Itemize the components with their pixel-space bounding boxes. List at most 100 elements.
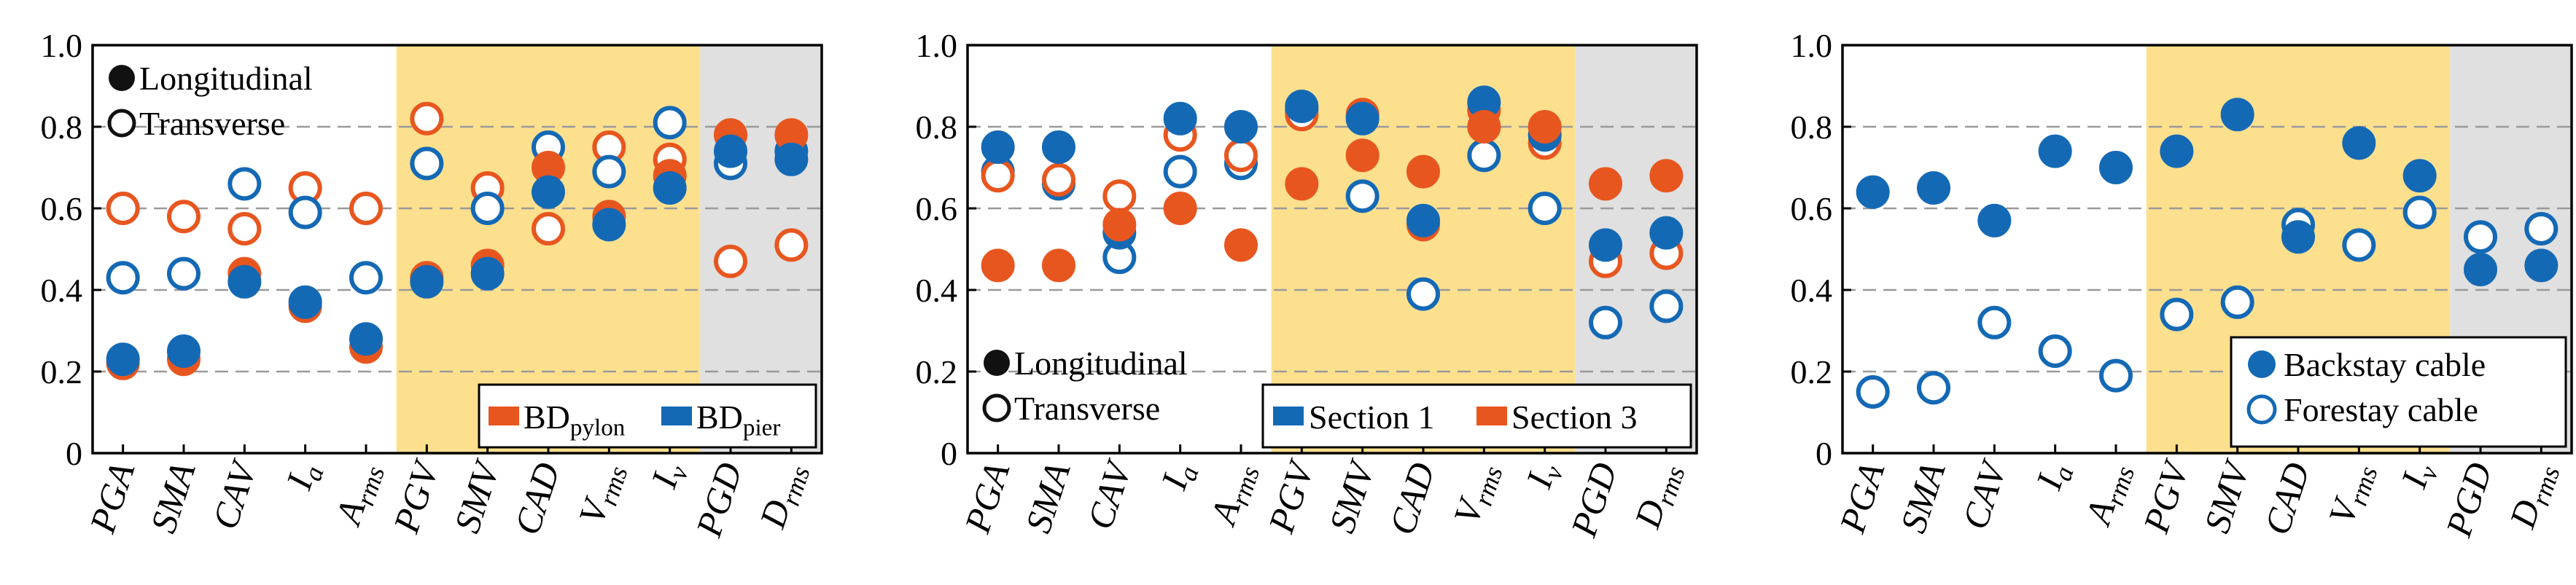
x-tick-label: CAD — [1381, 458, 1442, 539]
data-point — [349, 261, 383, 295]
legend-item-label: BDpylon — [524, 398, 626, 441]
legend-item-label-main: Section 1 — [1309, 398, 1434, 436]
y-tick-label: 0.8 — [1791, 109, 1833, 146]
data-point — [1042, 130, 1075, 164]
legend-item-label-main: Section 3 — [1511, 398, 1637, 436]
legend-swatch — [489, 407, 519, 425]
data-point — [1163, 154, 1197, 189]
data-point — [981, 130, 1015, 164]
x-tick-label-main: PGD — [2437, 458, 2499, 542]
data-point — [774, 142, 809, 176]
y-tick-label: 0 — [66, 435, 82, 472]
x-tick-label: CAV — [204, 454, 265, 534]
data-point — [714, 134, 747, 168]
x-tick-label: Drms — [2501, 458, 2565, 535]
y-tick-label: 0 — [941, 435, 957, 472]
x-tick-label-main: SMV — [2196, 454, 2258, 538]
legend-swatch — [661, 407, 692, 425]
x-tick-label-main: PGV — [2135, 454, 2197, 538]
data-point — [774, 228, 809, 262]
y-tick-label: 0.4 — [916, 272, 958, 309]
x-tick-label: PGA — [1832, 458, 1893, 538]
data-point — [1589, 305, 1622, 339]
data-point — [1589, 228, 1622, 262]
data-point — [653, 171, 687, 205]
data-point — [1285, 167, 1319, 201]
color-legend: Section 1 Section 3 — [1261, 383, 1692, 449]
data-point — [532, 175, 565, 209]
data-point — [1856, 175, 1890, 209]
legend-filled-marker — [2248, 350, 2276, 378]
legend-item-label: Section 3 — [1511, 398, 1637, 436]
x-tick-label: SMV — [2196, 454, 2258, 538]
x-tick-label: Vrms — [1445, 458, 1508, 530]
legend-item-label-sub: pylon — [570, 414, 626, 441]
data-point — [2281, 220, 2315, 254]
data-point — [1917, 371, 1950, 405]
data-point — [1102, 208, 1137, 242]
x-tick-label: SMA — [1892, 458, 1953, 538]
x-tick-label: CAV — [1954, 454, 2015, 534]
data-point — [981, 248, 1015, 283]
y-tick-label: 0 — [1816, 435, 1832, 472]
y-tick-label: 0.4 — [1791, 272, 1833, 309]
x-tick-label: Arms — [1202, 458, 1265, 533]
data-point — [2220, 98, 2254, 132]
data-point — [532, 212, 565, 246]
data-point — [1345, 101, 1380, 136]
data-point — [167, 334, 201, 368]
data-point — [1977, 203, 2012, 237]
data-point — [1345, 179, 1380, 213]
data-point — [227, 167, 262, 201]
data-point — [2342, 228, 2376, 262]
color-legend: BDpylon BDpier — [478, 383, 817, 449]
data-point — [349, 192, 383, 225]
data-point — [288, 285, 322, 319]
data-point — [2038, 334, 2072, 368]
x-tick-label-main: PGA — [957, 458, 1018, 538]
x-tick-label: PGV — [1260, 454, 1322, 538]
data-point — [653, 106, 687, 140]
data-point — [470, 256, 505, 291]
x-tick-label: CAV — [1079, 454, 1140, 534]
data-point — [470, 192, 505, 225]
data-point — [1163, 101, 1197, 136]
x-tick-label-main: PGA — [82, 458, 143, 538]
legend-item-label-main: BD — [524, 398, 570, 436]
x-tick-label: PGD — [2437, 458, 2499, 542]
x-tick-label: Vrms — [570, 458, 633, 530]
data-point — [1649, 159, 1684, 193]
y-tick-label: 0.8 — [916, 109, 958, 146]
y-tick-label: 0.6 — [1791, 190, 1833, 227]
x-tick-label-main: SMA — [1017, 458, 1078, 538]
y-tick-label: 1.0 — [916, 27, 958, 64]
x-tick-label: Iv — [2392, 458, 2443, 495]
legend-item-label: BDpier — [696, 398, 780, 441]
y-tick-label: 0.6 — [916, 190, 958, 227]
x-tick-label-sub: rms — [776, 463, 816, 509]
data-point — [1528, 110, 1562, 144]
x-tick-label-sub: rms — [1468, 463, 1509, 509]
data-point — [410, 146, 444, 181]
y-tick-label: 0.2 — [1791, 353, 1833, 390]
legend-box — [2230, 336, 2567, 448]
data-point — [2524, 248, 2559, 283]
data-point — [1528, 192, 1562, 225]
plot-frame — [91, 44, 823, 455]
data-point — [2342, 126, 2376, 160]
data-point — [2220, 285, 2254, 319]
legend-item-label-sub: pier — [743, 414, 780, 441]
legend-item-label: Section 1 — [1309, 398, 1434, 436]
y-tick-label: 0.8 — [41, 109, 83, 146]
x-tick-label-sub: rms — [2526, 463, 2566, 509]
y-tick-label: 0.6 — [41, 190, 83, 227]
x-tick-label: Drms — [751, 458, 815, 535]
legend-filled-marker — [984, 350, 1010, 376]
data-point — [1406, 277, 1440, 311]
x-tick-label-main: SMA — [1892, 458, 1953, 538]
y-tick-label: 0.4 — [41, 272, 83, 309]
legend-swatch — [1476, 407, 1507, 425]
legend-swatch — [1273, 407, 1304, 425]
x-tick-label-main: PGA — [1832, 458, 1893, 538]
